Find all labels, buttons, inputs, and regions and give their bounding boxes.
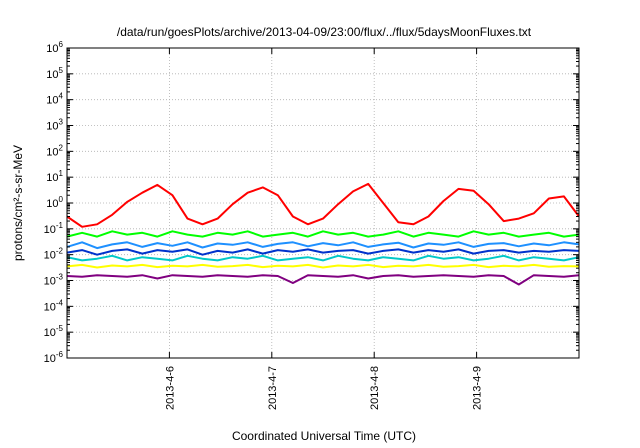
- y-tick-label: 104: [46, 92, 63, 107]
- series-line-5: [66, 254, 580, 262]
- x-tick-label: 2013-4-7: [267, 366, 279, 410]
- series-line-6: [66, 263, 580, 269]
- x-tick-label: 2013-4-8: [369, 366, 381, 410]
- x-tick-label: 2013-4-9: [472, 366, 484, 410]
- y-tick-label: 10-3: [44, 273, 64, 288]
- y-tick-label: 102: [46, 143, 63, 158]
- y-tick-label: 10-4: [44, 298, 64, 313]
- y-tick-label: 10-5: [44, 324, 64, 339]
- y-tick-label: 101: [46, 169, 63, 184]
- x-tick-label: 2013-4-6: [164, 366, 176, 410]
- y-tick-label: 100: [46, 195, 63, 210]
- y-ticks: 10-6 10-5 10-4 10-3 10-2 10-1 100 101 102 103 104 1…: [44, 40, 579, 365]
- grid: [67, 48, 579, 358]
- x-ticks: 2013-4-6 2013-4-7 2013-4-8 2013-4-9: [164, 48, 484, 410]
- chart-title: /data/run/goesPlots/archive/2013-04-09/2…: [117, 25, 532, 39]
- y-tick-label: 10-6: [44, 350, 64, 365]
- y-axis-label: protons/cm²-s-sr-MeV: [11, 145, 25, 261]
- y-tick-label: 10-2: [44, 247, 64, 262]
- series-line-1: [66, 182, 580, 228]
- y-tick-label: 105: [46, 66, 63, 81]
- x-axis-label: Coordinated Universal Time (UTC): [232, 429, 416, 443]
- series-line-3: [66, 241, 580, 250]
- series-line-2: [66, 230, 580, 238]
- series-line-7: [66, 274, 580, 286]
- y-tick-label: 103: [46, 118, 63, 133]
- series-layer: [66, 182, 580, 286]
- series-line-4: [66, 248, 580, 256]
- y-tick-label: 10-1: [44, 221, 64, 236]
- y-tick-label: 106: [46, 40, 63, 55]
